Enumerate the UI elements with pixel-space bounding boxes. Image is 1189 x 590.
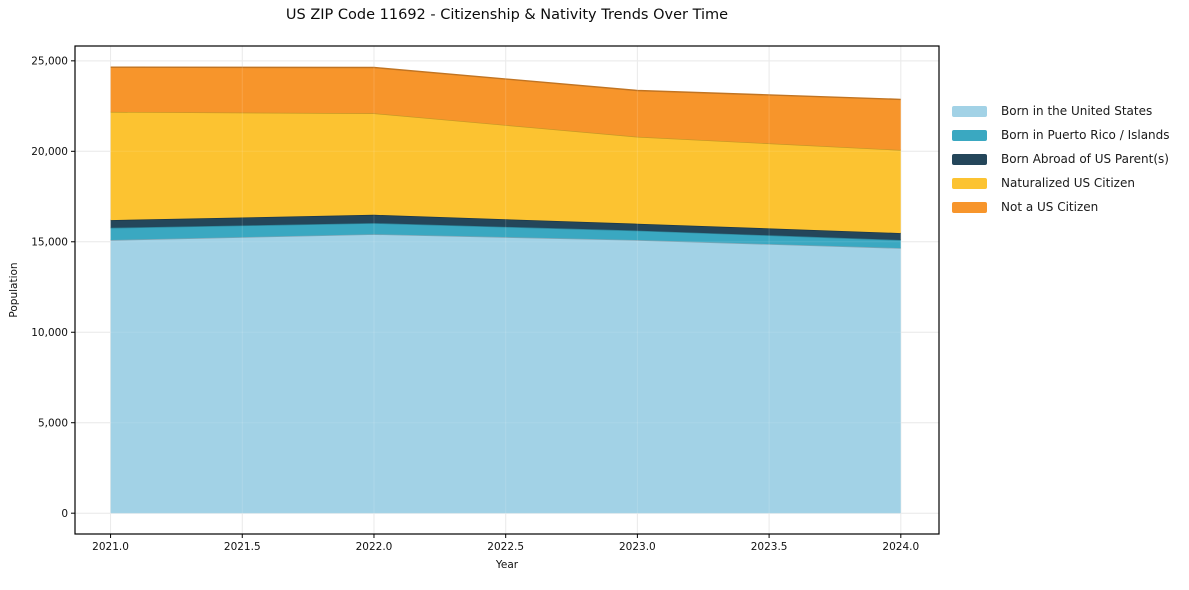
legend-label: Born in the United States (1001, 104, 1153, 118)
legend-label: Born in Puerto Rico / Islands (1001, 128, 1170, 142)
chart-title: US ZIP Code 11692 - Citizenship & Nativi… (285, 7, 729, 23)
legend-item-born-abroad-of-us-parent-s: Born Abroad of US Parent(s) (952, 152, 1170, 166)
x-tick-label: 2023.5 (751, 541, 788, 553)
area-born-in-the-united-states (110, 234, 901, 514)
plot-border (74, 45, 940, 535)
area-naturalized-us-citizen (110, 111, 901, 234)
y-tick-label: 5,000 (38, 417, 68, 429)
legend-swatch (952, 177, 987, 189)
x-tick-label: 2022.0 (356, 541, 393, 553)
legend-label: Naturalized US Citizen (1001, 176, 1135, 190)
legend-label: Not a US Citizen (1001, 200, 1099, 214)
y-tick-label: 10,000 (31, 327, 68, 339)
y-tick-label: 25,000 (31, 56, 68, 68)
area-born-abroad-of-us-parent-s (110, 214, 901, 240)
area-edge-not-a-us-citizen (110, 66, 901, 101)
y-tick-label: 0 (61, 508, 68, 520)
legend-item-born-in-the-united-states: Born in the United States (952, 104, 1170, 118)
legend-swatch (952, 201, 987, 213)
y-tick-label: 20,000 (31, 146, 68, 158)
legend-swatch (952, 153, 987, 165)
legend-item-not-a-us-citizen: Not a US Citizen (952, 200, 1170, 214)
x-tick-label: 2021.5 (224, 541, 261, 553)
x-axis-label: Year (495, 559, 519, 571)
area-not-a-us-citizen (110, 67, 901, 150)
legend: Born in the United States Born in Puerto … (952, 104, 1170, 214)
area-edge-born-in-the-united-states (110, 233, 901, 249)
legend-swatch (952, 105, 987, 117)
y-axis-label: Population (8, 262, 20, 318)
legend-label: Born Abroad of US Parent(s) (1001, 152, 1169, 166)
legend-swatch (952, 129, 987, 141)
x-tick-label: 2021.0 (92, 541, 129, 553)
legend-item-naturalized-us-citizen: Naturalized US Citizen (952, 176, 1170, 190)
x-tick-label: 2022.5 (487, 541, 524, 553)
y-tick-label: 15,000 (31, 236, 68, 248)
area-born-in-puerto-rico-islands (110, 223, 901, 249)
x-tick-label: 2023.0 (619, 541, 656, 553)
x-tick-label: 2024.0 (882, 541, 919, 553)
legend-item-born-in-puerto-rico-islands: Born in Puerto Rico / Islands (952, 128, 1170, 142)
